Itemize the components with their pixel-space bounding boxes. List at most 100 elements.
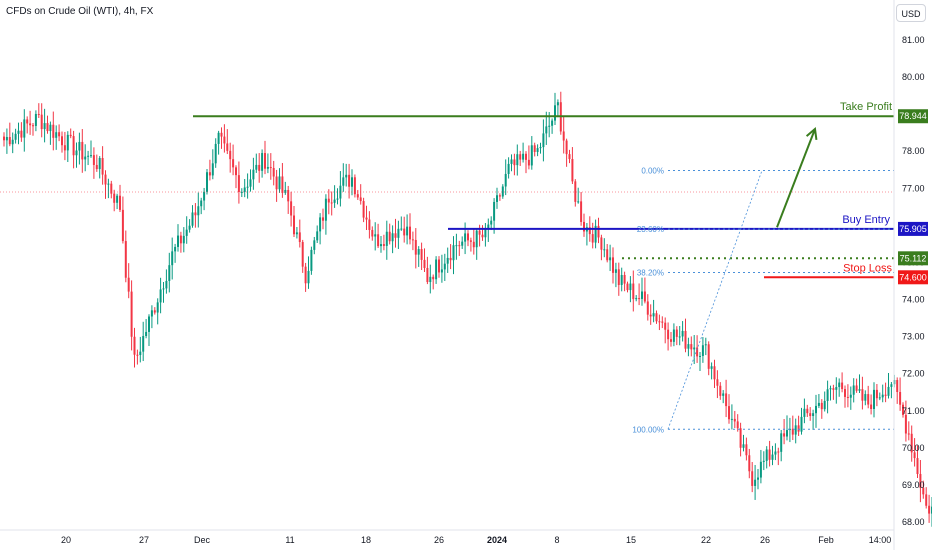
candle-body	[670, 339, 672, 342]
candle-body	[832, 388, 835, 390]
time-tick-label: Dec	[194, 535, 211, 545]
candle-body	[43, 123, 46, 130]
candle-body	[562, 131, 565, 141]
candle-body	[878, 397, 881, 399]
candle-body	[722, 393, 725, 396]
candle-body	[127, 277, 130, 292]
candle-body	[287, 189, 290, 202]
candle-body	[148, 316, 150, 332]
candle-body	[919, 473, 922, 488]
candle-body	[873, 389, 875, 410]
candle-body	[904, 414, 907, 434]
take-profit-price-text: 78.944	[899, 111, 927, 121]
candle-body	[498, 195, 501, 197]
candle-body	[730, 418, 733, 420]
candle-body	[623, 275, 626, 284]
candle-body	[664, 322, 667, 330]
candle-body	[678, 336, 681, 338]
candle-body	[527, 159, 530, 166]
candle-body	[797, 425, 800, 432]
support-price-text: 75.112	[900, 253, 927, 263]
candle-body	[858, 389, 861, 391]
candle-body	[417, 249, 420, 255]
candle-body	[339, 185, 342, 199]
candle-body	[626, 283, 629, 291]
buy-entry-price-tag	[898, 221, 928, 236]
price-axis[interactable]: 68.0069.0070.0071.0072.0073.0074.0075.00…	[893, 0, 928, 550]
price-tick-label: 72.00	[902, 369, 925, 379]
candle-body	[504, 173, 507, 187]
candle-body	[826, 389, 829, 401]
candle-body	[496, 195, 498, 202]
candle-body	[168, 265, 171, 281]
price-tick-label: 78.00	[902, 146, 925, 156]
projection-arrow	[776, 128, 816, 228]
candle-body	[728, 406, 730, 420]
candle-body	[661, 321, 664, 323]
candle-body	[487, 224, 490, 229]
candle-body	[409, 226, 411, 240]
candle-body	[571, 159, 574, 182]
currency-button[interactable]: USD	[896, 4, 926, 22]
time-tick-label: 18	[361, 535, 371, 545]
candle-body	[145, 331, 148, 336]
candle-body	[365, 217, 368, 220]
candle-body	[768, 449, 771, 460]
candle-body	[322, 217, 324, 221]
candle-body	[446, 257, 449, 264]
candle-body	[388, 231, 391, 242]
candle-body	[165, 280, 168, 289]
candle-body	[52, 124, 55, 138]
candle-body	[719, 385, 722, 396]
candle-body	[353, 177, 356, 195]
fib-level-label: 23.60%	[637, 225, 664, 234]
candle-body	[113, 193, 116, 203]
candle-body	[522, 153, 525, 160]
time-tick-label: Feb	[818, 535, 834, 545]
candle-body	[597, 225, 600, 238]
candle-body	[3, 136, 5, 141]
candle-body	[667, 329, 670, 340]
candles	[3, 91, 932, 527]
candle-body	[327, 198, 330, 203]
chart-title[interactable]: CFDs on Crude Oil (WTI), 4h, FX	[6, 6, 154, 17]
candle-body	[5, 137, 8, 141]
candle-body	[438, 259, 440, 273]
candle-body	[61, 136, 63, 146]
candle-body	[742, 444, 745, 448]
candle-body	[136, 354, 139, 356]
candle-body	[881, 394, 884, 398]
annotations: Take Profit Buy Entry Stop Loss 0.00% 23.60%…	[0, 101, 894, 434]
candle-body	[121, 209, 124, 242]
time-tick-label: 27	[139, 535, 149, 545]
candle-body	[475, 230, 478, 248]
candle-body	[635, 298, 638, 300]
candle-body	[493, 201, 496, 221]
candle-body	[461, 241, 464, 246]
candle-body	[693, 347, 696, 350]
candle-body	[87, 155, 90, 157]
time-tick-label: 2024	[487, 535, 507, 545]
candle-body	[467, 233, 469, 241]
candle-body	[107, 183, 110, 185]
candle-body	[81, 141, 84, 160]
candle-body	[182, 235, 185, 244]
candle-body	[8, 137, 11, 145]
candle-body	[278, 176, 281, 190]
candle-body	[455, 245, 458, 247]
candle-body	[177, 235, 179, 247]
price-tick-label: 70.00	[902, 443, 925, 453]
fib-level-label: 38.20%	[637, 268, 664, 277]
candle-body	[655, 313, 658, 322]
candle-body	[533, 145, 536, 152]
candle-body	[156, 302, 159, 313]
time-axis[interactable]: 20 27 Dec 11 18 26 2024 8 15 22 26 Feb 14:00	[0, 529, 894, 545]
candle-body	[174, 246, 177, 252]
candle-body	[58, 132, 61, 137]
candle-body	[49, 124, 52, 132]
candle-body	[124, 241, 127, 278]
candle-body	[150, 310, 153, 317]
candle-body	[542, 133, 545, 148]
